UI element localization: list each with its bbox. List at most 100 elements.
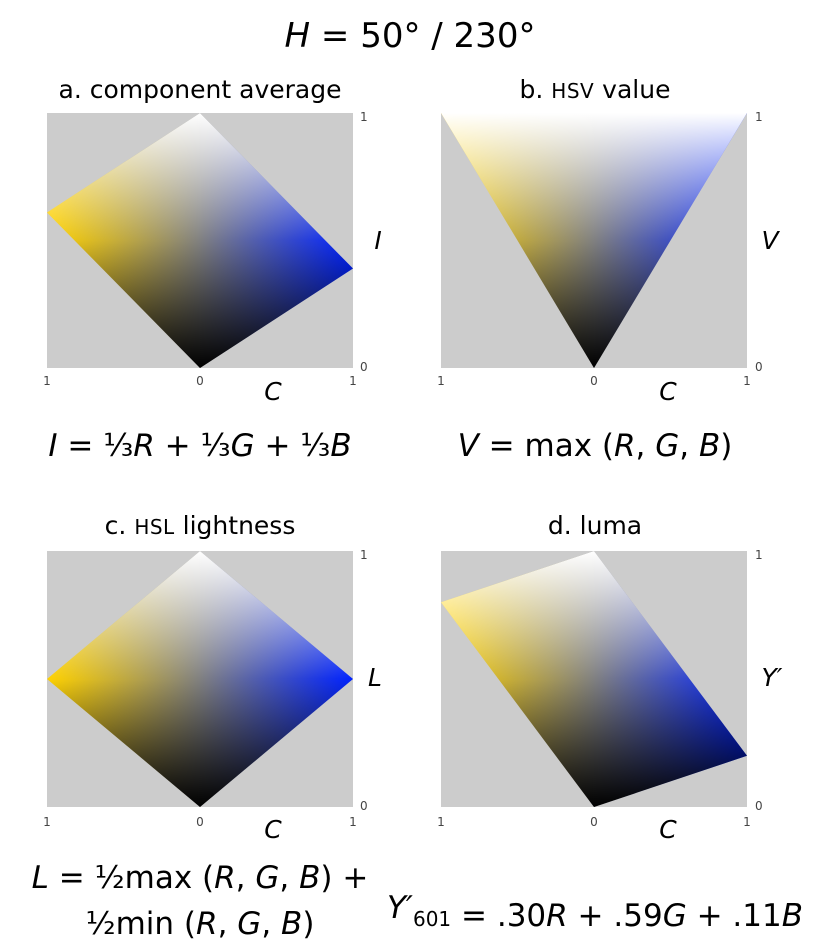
panel-a-formula: I = ⅓R + ⅓G + ⅓B [48, 428, 351, 464]
panel-a-title: a. component average [59, 75, 342, 104]
panel-d-axis-y-label: Y′ [762, 663, 783, 692]
panel-a: a. component average 1 0 1 0 1 C I I = ⅓… [43, 75, 382, 464]
panel-c-tick-chroma-center: 0 [196, 815, 204, 829]
panel-d-axis-x-label: C [659, 815, 677, 844]
heading-hue-symbol: H [285, 16, 311, 56]
panel-d-tick-chroma-center: 0 [590, 815, 598, 829]
panel-c-tick-chroma-left: 1 [43, 815, 51, 829]
panel-b-formula-token: R [614, 428, 636, 464]
panel-d-lightness-shade [441, 551, 747, 807]
panel-b-tick-value-top: 1 [755, 110, 763, 124]
panel-d-formula-token: Y′ [387, 890, 413, 926]
panel-b-formula-token: V [458, 428, 482, 464]
panel-a-formula-token: G [231, 428, 255, 464]
panel-d-formula-token: R [546, 898, 568, 934]
panel-b-formula: V = max (R, G, B) [458, 428, 733, 464]
panel-c-gradient-shape [47, 551, 353, 807]
panel-d-formula-token: G [663, 898, 687, 934]
panel-a-formula-token: R [133, 428, 155, 464]
panel-c-formula-token: = ½max ( [49, 860, 214, 896]
panel-b-formula-token: = max ( [479, 428, 614, 464]
panel-c-formula-token: ½min ( [86, 906, 196, 942]
panel-c-lightness-shade [47, 551, 353, 807]
panel-c-formula-token: ) + [320, 860, 368, 896]
panel-d-title-prefix: d. [548, 511, 572, 540]
panel-a-tick-value-top: 1 [360, 110, 368, 124]
panel-d-formula: Y′601 = .30R + .59G + .11B [387, 890, 803, 934]
panel-a-tick-chroma-right: 1 [349, 374, 357, 388]
panel-c-title-abbrev: HSL [134, 515, 175, 539]
panel-c-formula-token: , [236, 860, 256, 896]
panel-d-tick-chroma-right: 1 [743, 815, 751, 829]
panel-a-lightness-shade [47, 113, 353, 368]
panel-b-tick-value-bottom: 0 [755, 360, 763, 374]
panel-d-tick-value-bottom: 0 [755, 799, 763, 813]
panel-d-tick-chroma-left: 1 [437, 815, 445, 829]
panel-c-formula-token: R [214, 860, 236, 896]
panel-c-formula-token: G [237, 906, 261, 942]
panel-c-title-prefix: c. [105, 511, 127, 540]
panel-d-gradient-shape [441, 551, 747, 807]
panel-a-tick-chroma-center: 0 [196, 374, 204, 388]
panel-c-formula-token: , [218, 906, 238, 942]
panel-c-formula: L = ½max (R, G, B) + ½min (R, G, B) [32, 860, 369, 942]
panel-b-formula-token: , [679, 428, 699, 464]
panel-c-title-text: lightness [183, 511, 296, 540]
panel-d-formula-token: B [782, 898, 803, 934]
panel-d-formula-token: 601 [413, 907, 451, 931]
panel-a-formula-token: + ⅓ [255, 428, 331, 464]
panel-b-lightness-shade [441, 113, 747, 368]
panel-a-formula-token: I [48, 428, 57, 464]
panel-a-tick-chroma-left: 1 [43, 374, 51, 388]
panel-a-gradient-shape [47, 113, 353, 368]
panel-c: c. HSL lightness 1 0 1 0 1 C L L = ½max … [32, 511, 382, 942]
panel-b-title-text: value [602, 75, 670, 104]
panel-d: d. luma 1 0 1 0 1 C Y′ Y′601 = .30R + .5… [387, 511, 803, 934]
panel-b-formula-token: G [655, 428, 679, 464]
panel-c-formula-token: ) [302, 906, 314, 942]
panel-a-tick-value-bottom: 0 [360, 360, 368, 374]
panel-c-formula-token: B [299, 860, 320, 896]
main-heading: H = 50° / 230° [285, 16, 536, 56]
panel-c-axis-y-label: L [368, 663, 382, 692]
panel-b-formula-token: , [636, 428, 656, 464]
panel-c-formula-token: L [32, 860, 49, 896]
panel-a-formula-token: = ⅓ [58, 428, 134, 464]
panel-d-formula-token: + .11 [687, 898, 782, 934]
panel-a-formula-token: B [330, 428, 351, 464]
panel-d-formula-token: + .59 [568, 898, 663, 934]
panel-b-tick-chroma-center: 0 [590, 374, 598, 388]
panel-c-tick-value-top: 1 [360, 548, 368, 562]
heading-equals: = [310, 16, 360, 56]
panel-a-title-prefix: a. [59, 75, 82, 104]
panel-d-title: d. luma [548, 511, 642, 540]
panel-c-axis-x-label: C [264, 815, 282, 844]
panel-b-formula-token: B [699, 428, 720, 464]
panel-b-tick-chroma-right: 1 [743, 374, 751, 388]
panel-a-title-text: component average [90, 75, 342, 104]
panel-c-tick-value-bottom: 0 [360, 799, 368, 813]
panel-a-axis-x-label: C [264, 377, 282, 406]
panel-b-axis-y-label: V [761, 226, 780, 255]
panel-b: b. HSV value 1 0 1 0 1 C V V = max (R, G… [437, 75, 780, 464]
panel-c-title: c. HSL lightness [105, 511, 296, 540]
panel-a-axis-y-label: I [374, 226, 381, 255]
panel-a-formula-token: + ⅓ [155, 428, 231, 464]
panel-c-formula-token: , [279, 860, 299, 896]
panel-b-title-prefix: b. [520, 75, 544, 104]
panel-c-formula-token: , [261, 906, 281, 942]
panel-d-tick-value-top: 1 [755, 548, 763, 562]
panel-b-gradient-shape [441, 113, 747, 368]
heading-hue-value: 50° / 230° [360, 16, 535, 56]
panel-c-formula-token: B [281, 906, 302, 942]
panel-d-formula-token: = .30 [451, 898, 546, 934]
panel-b-title-abbrev: HSV [551, 79, 594, 103]
panel-b-title: b. HSV value [520, 75, 671, 104]
panel-c-formula-token: R [196, 906, 218, 942]
panel-c-tick-chroma-right: 1 [349, 815, 357, 829]
panel-c-formula-token: G [255, 860, 279, 896]
panel-b-formula-token: ) [720, 428, 732, 464]
panel-b-tick-chroma-left: 1 [437, 374, 445, 388]
panel-b-axis-x-label: C [659, 377, 677, 406]
